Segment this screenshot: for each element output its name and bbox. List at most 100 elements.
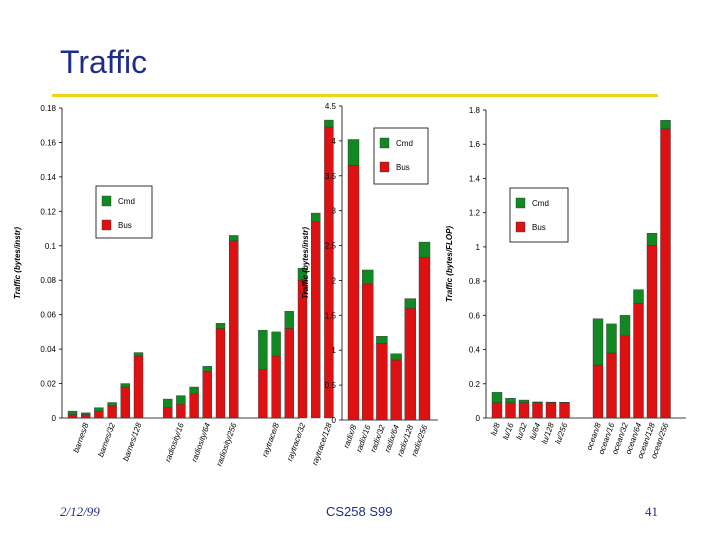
y-tick-label: 3 [332,207,337,216]
bar-bus [258,369,268,419]
bar-cmd [404,298,417,309]
y-tick-label: 3.5 [325,172,337,181]
y-tick-label: 0 [476,414,481,423]
bar-cmd [297,267,308,281]
legend-label: Bus [532,223,546,232]
bar-cmd [532,401,543,403]
footer-course: CS258 S99 [326,504,393,519]
category-label: barnes/8 [71,421,90,454]
bar-cmd [162,398,173,408]
y-tick-label: 4.5 [325,102,337,111]
legend-swatch [101,219,112,231]
y-tick-label: 0.14 [40,173,56,182]
bar-cmd [606,323,617,354]
bar-cmd [646,232,658,246]
bar-cmd [258,329,268,370]
bar-bus [271,355,281,419]
category-label: radiosity/64 [190,421,213,463]
bar-bus [619,335,631,419]
category-label: lu/16 [501,421,516,441]
y-axis-label: Traffic (bytes/instr) [13,227,22,300]
y-tick-label: 0.8 [469,277,481,286]
footer-date: 2/12/99 [60,504,100,519]
bar-bus [418,257,431,421]
legend: Cmd Bus [509,187,569,243]
y-tick-label: 0.08 [40,276,56,285]
y-tick-label: 1 [476,243,481,252]
title-underline [52,94,658,97]
bar-cmd [545,401,557,403]
category-label: radiosity/16 [163,421,186,463]
bar-cmd [80,412,91,415]
legend: Cmd Bus [95,185,153,239]
bar-bus [532,402,543,419]
y-tick-label: 2 [332,276,337,285]
legend-label: Bus [396,163,410,172]
legend-label: Bus [118,221,132,230]
y-tick-label: 0.4 [469,346,481,355]
bar-cmd [660,120,671,130]
bar-bus [80,414,91,419]
legend-swatch [379,137,390,149]
bar-bus [189,393,199,419]
category-label: barnes/128 [121,421,143,462]
bar-cmd [107,402,117,407]
bar-bus [491,402,503,419]
bar-bus [176,404,186,419]
y-tick-label: 0.1 [45,242,57,251]
bar-cmd [133,352,144,357]
category-label: lu/32 [514,421,529,441]
bar-bus [518,402,530,419]
bar-bus [361,283,374,421]
y-tick-label: 0.5 [325,381,337,390]
bar-bus [94,410,104,419]
bar-bus [505,402,516,419]
traffic-chart-lu-ocean: 0 0.2 0.4 0.6 0.8 1 1.2 1.4 1.6 1.8 Traffic (bytes… [445,106,686,460]
bar-cmd [215,323,226,329]
bar-bus [215,328,226,419]
bar-cmd [633,289,644,304]
footer-page-number: 41 [645,504,658,519]
traffic-chart-radix: 0 0.5 1 1.5 2 2.5 3 3.5 4 4.5 Traffic (bytes/instr… [301,102,438,458]
bar-cmd [390,353,402,361]
bar-cmd [324,119,334,128]
category-label: radiosity/256 [215,421,239,467]
bar-bus [660,128,671,419]
bar-bus [545,402,557,419]
y-tick-label: 2.5 [325,242,337,251]
y-tick-label: 0.18 [40,104,56,113]
traffic-chart-barnes-radiosity-raytrace: 0 0.02 0.04 0.06 0.08 0.1 0.12 0.14 0.16 0.18 Traf… [13,104,334,467]
legend-swatch [515,221,526,233]
y-tick-label: 1.8 [469,106,481,115]
y-tick-label: 0.02 [40,380,56,389]
y-tick-label: 4 [332,137,337,146]
y-tick-label: 0.6 [469,311,481,320]
bar-bus [633,303,644,419]
bar-bus [376,343,388,421]
bar-bus [606,352,617,419]
legend-label: Cmd [396,139,413,148]
y-tick-label: 0.16 [40,138,56,147]
bar-cmd [491,392,503,403]
y-axis-label: Traffic (bytes/instr) [301,227,310,300]
y-tick-label: 1.2 [469,209,481,218]
legend: Cmd Bus [373,127,429,185]
bar-cmd [67,410,78,415]
bar-bus [120,386,131,419]
y-tick-label: 0 [332,416,337,425]
bar-bus [646,244,658,419]
bar-bus [228,240,239,419]
y-tick-label: 0 [52,414,57,423]
bar-bus [162,407,173,419]
y-axis-label: Traffic (bytes/FLOP) [445,226,454,303]
bar-bus [390,359,402,421]
bar-cmd [189,386,199,395]
category-label: barnes/32 [96,421,117,458]
bar-cmd [505,398,516,403]
legend-label: Cmd [118,197,135,206]
legend-box [373,127,429,185]
category-label: lu/256 [553,421,569,445]
bar-cmd [94,407,104,412]
bar-bus [404,308,417,421]
y-tick-label: 1.4 [469,174,481,183]
